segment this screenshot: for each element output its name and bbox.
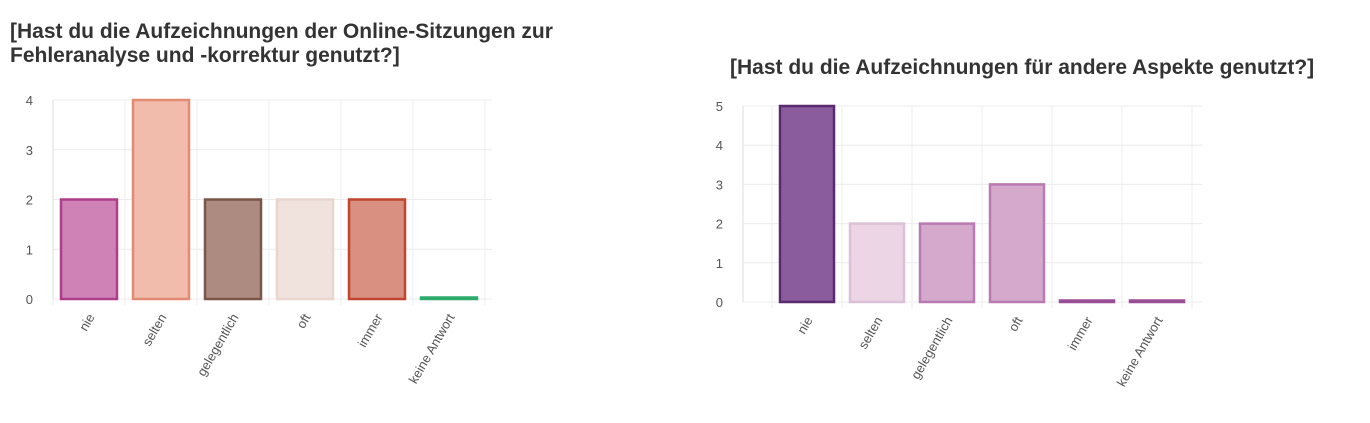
bar-immer: [1058, 299, 1116, 304]
y-tick-label-3: 3: [716, 177, 723, 192]
bar-nie: [778, 104, 836, 304]
y-tick-label-0: 0: [716, 295, 723, 310]
bar-oft: [988, 183, 1046, 304]
chart-andere-aspekte: [Hast du die Aufzeichnungen für andere A…: [700, 0, 1370, 423]
bar-oft: [275, 198, 335, 301]
bar-selten: [131, 98, 191, 301]
x-tick-label-oft: oft: [293, 311, 313, 331]
bar-chart-fehleranalyse: 0 1 2 3 4 nie selten gelegentlich oft immer keine …: [26, 93, 492, 386]
y-tick-label-1: 1: [26, 242, 33, 257]
x-tick-label-immer: immer: [355, 310, 386, 349]
x-tick-label-keine-antwort: keine Antwort: [1114, 314, 1166, 389]
y-tick-label-4: 4: [716, 138, 723, 153]
x-tick-label-keine-antwort: keine Antwort: [406, 311, 458, 386]
bar-gelegentlich: [918, 222, 976, 304]
x-tick-label-selten: selten: [855, 314, 885, 352]
chart-fehleranalyse: [Hast du die Aufzeichnungen der Online-S…: [0, 0, 640, 423]
y-tick-label-2: 2: [716, 217, 723, 232]
y-tick-label-4: 4: [26, 93, 33, 108]
chart-title-line-2: Fehleranalyse und -korrektur genutzt?]: [10, 44, 400, 67]
bar-gelegentlich: [203, 198, 263, 301]
bar-chart-andere-aspekte: 0 1 2 3 4 5 nie selten gelegentlich oft immer keine…: [716, 99, 1202, 389]
x-tick-label-nie: nie: [794, 314, 816, 337]
bar-immer: [347, 198, 407, 301]
x-tick-label-immer: immer: [1065, 313, 1096, 352]
x-tick-label-oft: oft: [1005, 314, 1025, 334]
y-tick-label-5: 5: [716, 99, 723, 114]
bar-keine-antwort: [1128, 299, 1186, 304]
x-tick-label-gelegentlich: gelegentlich: [194, 311, 242, 379]
y-tick-label-2: 2: [26, 193, 33, 208]
bar-nie: [59, 198, 119, 301]
bar-selten: [848, 222, 906, 304]
chart-title: [Hast du die Aufzeichnungen der Online-S…: [10, 20, 640, 68]
x-tick-label-nie: nie: [76, 311, 98, 334]
y-tick-label-0: 0: [26, 292, 33, 307]
chart-title-line-1: [Hast du die Aufzeichnungen der Online-S…: [10, 20, 553, 43]
x-tick-label-selten: selten: [139, 311, 169, 349]
bar-keine-antwort: [419, 296, 479, 301]
y-tick-label-3: 3: [26, 143, 33, 158]
y-tick-label-1: 1: [716, 256, 723, 271]
x-tick-label-gelegentlich: gelegentlich: [908, 314, 956, 382]
chart-title: [Hast du die Aufzeichnungen für andere A…: [730, 56, 1370, 80]
chart-title-line-1: [Hast du die Aufzeichnungen für andere A…: [730, 56, 1315, 79]
